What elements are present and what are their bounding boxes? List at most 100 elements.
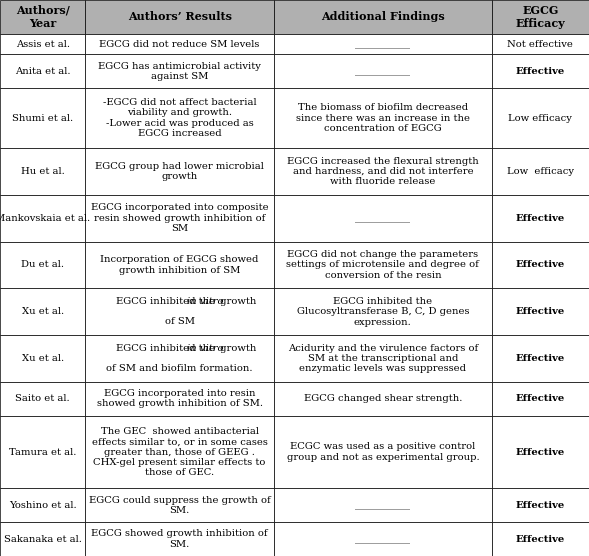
Bar [85, 522, 274, 556]
Text: EGCG
Efficacy: EGCG Efficacy [515, 5, 565, 29]
Bar [0, 335, 85, 382]
Bar [274, 335, 492, 382]
Bar [492, 382, 589, 416]
Text: EGCG increased the flexural strength
and hardness, and did not interfere
with fl: EGCG increased the flexural strength and… [287, 157, 479, 186]
Bar [492, 242, 589, 289]
Text: ___________: ___________ [355, 67, 411, 76]
Text: of SM and biofilm formation.: of SM and biofilm formation. [107, 364, 253, 373]
Bar [492, 0, 589, 34]
Text: Low  efficacy: Low efficacy [507, 167, 574, 176]
Text: Mankovskaia et al.: Mankovskaia et al. [0, 214, 90, 223]
Text: ___________: ___________ [355, 535, 411, 544]
Text: Effective: Effective [516, 535, 565, 544]
Bar [274, 416, 492, 489]
Bar [492, 34, 589, 54]
Text: in vitro: in vitro [187, 344, 224, 353]
Text: Du et al.: Du et al. [21, 260, 64, 270]
Text: growth: growth [217, 344, 256, 353]
Text: Effective: Effective [516, 394, 565, 403]
Text: Low efficacy: Low efficacy [508, 113, 573, 123]
Text: Acidurity and the virulence factors of
SM at the transcriptional and
enzymatic l: Acidurity and the virulence factors of S… [287, 344, 478, 374]
Text: growth: growth [217, 297, 256, 306]
Text: Effective: Effective [516, 260, 565, 270]
Bar [0, 382, 85, 416]
Bar [0, 416, 85, 489]
Bar [0, 34, 85, 54]
Text: Effective: Effective [516, 448, 565, 456]
Bar [85, 382, 274, 416]
Text: Effective: Effective [516, 501, 565, 510]
Text: EGCG inhibited the: EGCG inhibited the [116, 297, 219, 306]
Bar [274, 54, 492, 88]
Bar [0, 195, 85, 242]
Text: Effective: Effective [516, 67, 565, 76]
Text: -EGCG did not affect bacterial
viability and growth.
-Lower acid was produced as: -EGCG did not affect bacterial viability… [103, 98, 256, 138]
Bar [0, 289, 85, 335]
Bar [0, 88, 85, 148]
Bar [274, 88, 492, 148]
Text: EGCG could suppress the growth of
SM.: EGCG could suppress the growth of SM. [89, 495, 270, 515]
Bar [85, 242, 274, 289]
Bar [492, 88, 589, 148]
Bar [0, 148, 85, 195]
Bar [492, 54, 589, 88]
Text: EGCG inhibited the
Glucosyltransferase B, C, D genes
expression.: EGCG inhibited the Glucosyltransferase B… [297, 297, 469, 327]
Text: Incorporation of EGCG showed
growth inhibition of SM: Incorporation of EGCG showed growth inhi… [101, 255, 259, 275]
Text: ___________: ___________ [355, 214, 411, 223]
Bar [274, 489, 492, 522]
Text: The biomass of biofilm decreased
since there was an increase in the
concentratio: The biomass of biofilm decreased since t… [296, 103, 470, 133]
Text: EGCG did not reduce SM levels: EGCG did not reduce SM levels [100, 39, 260, 48]
Text: EGCG has antimicrobial activity
against SM: EGCG has antimicrobial activity against … [98, 62, 261, 81]
Bar [274, 195, 492, 242]
Bar [85, 195, 274, 242]
Bar [492, 489, 589, 522]
Bar [492, 416, 589, 489]
Text: Shumi et al.: Shumi et al. [12, 113, 73, 123]
Bar [0, 489, 85, 522]
Bar [85, 54, 274, 88]
Text: Additional Findings: Additional Findings [321, 11, 445, 22]
Text: Not effective: Not effective [508, 39, 573, 48]
Text: EGCG inhibited the: EGCG inhibited the [116, 344, 219, 353]
Bar [85, 489, 274, 522]
Bar [85, 88, 274, 148]
Bar [492, 289, 589, 335]
Text: Effective: Effective [516, 307, 565, 316]
Text: Effective: Effective [516, 354, 565, 363]
Bar [274, 382, 492, 416]
Text: of SM: of SM [165, 317, 194, 326]
Bar [274, 148, 492, 195]
Bar [0, 522, 85, 556]
Bar [274, 34, 492, 54]
Bar [274, 289, 492, 335]
Text: in vitro: in vitro [187, 297, 224, 306]
Bar [274, 522, 492, 556]
Bar [0, 54, 85, 88]
Text: Xu et al.: Xu et al. [22, 307, 64, 316]
Text: Assis et al.: Assis et al. [16, 39, 70, 48]
Text: EGCG showed growth inhibition of
SM.: EGCG showed growth inhibition of SM. [91, 529, 268, 549]
Text: EGCG group had lower microbial
growth: EGCG group had lower microbial growth [95, 162, 264, 181]
Text: ECGC was used as a positive control
group and not as experimental group.: ECGC was used as a positive control grou… [286, 443, 479, 462]
Bar [85, 335, 274, 382]
Bar [492, 148, 589, 195]
Text: EGCG incorporated into composite
resin showed growth inhibition of
SM: EGCG incorporated into composite resin s… [91, 203, 269, 233]
Text: ___________: ___________ [355, 501, 411, 510]
Bar [274, 242, 492, 289]
Bar [0, 242, 85, 289]
Text: Authors/
Year: Authors/ Year [16, 5, 70, 29]
Text: Saito et al.: Saito et al. [15, 394, 70, 403]
Bar [85, 289, 274, 335]
Bar [492, 335, 589, 382]
Text: Yoshino et al.: Yoshino et al. [9, 501, 77, 510]
Text: EGCG did not change the parameters
settings of microtensile and degree of
conver: EGCG did not change the parameters setti… [286, 250, 479, 280]
Bar [492, 195, 589, 242]
Text: Tamura et al.: Tamura et al. [9, 448, 77, 456]
Text: The GEC  showed antibacterial
effects similar to, or in some cases
greater than,: The GEC showed antibacterial effects sim… [92, 427, 267, 478]
Bar [85, 0, 274, 34]
Bar [85, 416, 274, 489]
Text: ___________: ___________ [355, 39, 411, 48]
Text: Authors’ Results: Authors’ Results [128, 11, 231, 22]
Text: EGCG changed shear strength.: EGCG changed shear strength. [304, 394, 462, 403]
Text: EGCG incorporated into resin
showed growth inhibition of SM.: EGCG incorporated into resin showed grow… [97, 389, 263, 409]
